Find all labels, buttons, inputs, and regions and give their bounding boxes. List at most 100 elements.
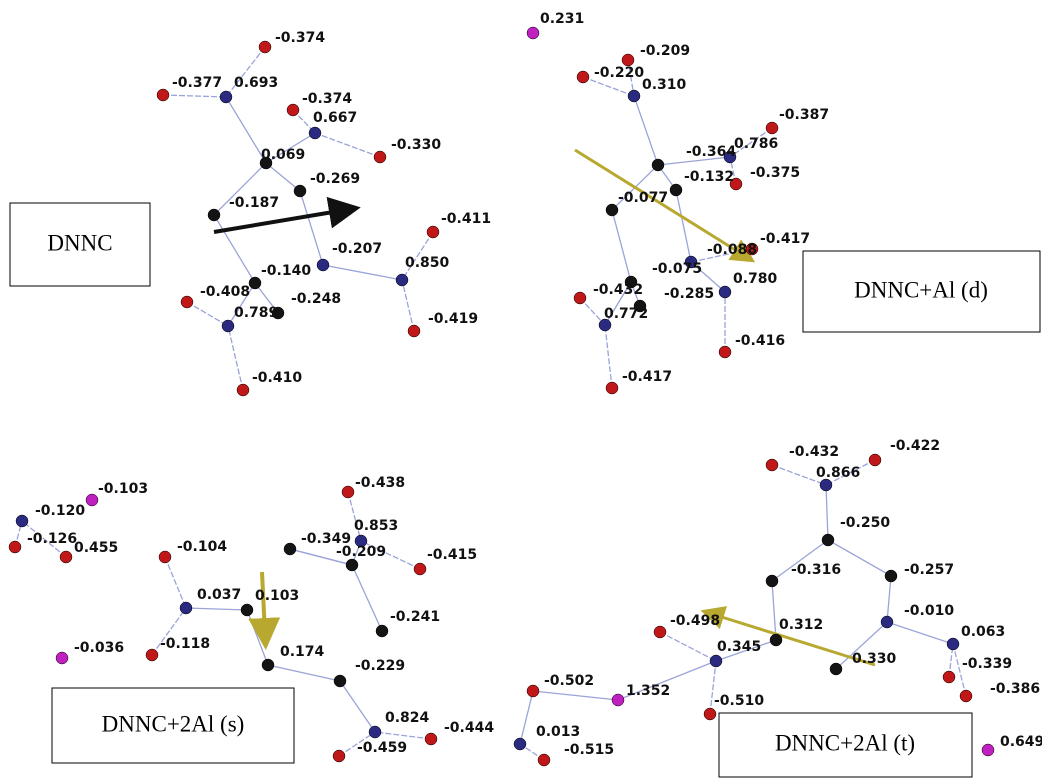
atom: [284, 543, 296, 555]
charge-label: -0.120: [35, 503, 85, 519]
charge-label: -0.374: [302, 91, 352, 107]
atom: [396, 274, 408, 286]
charge-label: 0.330: [852, 651, 897, 667]
bond: [186, 608, 247, 610]
bond: [520, 691, 533, 744]
charge-label: -0.132: [684, 169, 734, 185]
bond: [268, 665, 340, 681]
charge-label: 0.780: [733, 271, 778, 287]
bond: [165, 557, 186, 608]
bond: [228, 326, 243, 390]
atom: [652, 159, 664, 171]
atom: [514, 738, 526, 750]
atom: [719, 346, 731, 358]
charge-label: -0.374: [275, 30, 325, 46]
charge-label: -0.104: [177, 539, 227, 555]
charge-label: -0.126: [27, 531, 77, 547]
atom: [262, 659, 274, 671]
charge-label: -0.220: [594, 65, 644, 81]
bond: [187, 302, 228, 326]
atom: [369, 726, 381, 738]
atom: [208, 209, 220, 221]
atom: [334, 675, 346, 687]
atom: [346, 559, 358, 571]
charge-label: -0.036: [74, 640, 124, 656]
atom: [527, 27, 539, 39]
atom: [157, 89, 169, 101]
bond: [612, 210, 631, 282]
charge-label: -0.411: [441, 211, 491, 227]
charge-label: -0.269: [310, 171, 360, 187]
bond: [323, 265, 402, 280]
atom: [670, 184, 682, 196]
charge-label: 0.649: [1000, 734, 1042, 750]
charge-label: -0.417: [760, 231, 810, 247]
atom: [408, 325, 420, 337]
atom: [766, 575, 778, 587]
charge-label: 0.866: [816, 465, 860, 481]
bond: [163, 95, 226, 97]
atom: [237, 384, 249, 396]
atom: [766, 459, 778, 471]
charge-label: -0.432: [789, 444, 839, 460]
atom: [376, 625, 388, 637]
bond: [605, 325, 612, 388]
charge-label: -0.377: [172, 75, 222, 91]
atom: [146, 649, 158, 661]
charge-label: -0.502: [544, 673, 594, 689]
charge-label: -0.250: [840, 515, 890, 531]
atom: [654, 626, 666, 638]
atom: [704, 708, 716, 720]
atom: [342, 486, 354, 498]
charge-label: -0.339: [962, 656, 1012, 672]
atom: [538, 754, 550, 766]
atom: [222, 320, 234, 332]
charge-label: 0.069: [261, 147, 305, 163]
charge-label: 0.667: [313, 110, 357, 126]
charge-label: -0.187: [229, 195, 279, 211]
atom: [294, 185, 306, 197]
atom: [425, 733, 437, 745]
charge-label: -0.415: [427, 547, 477, 563]
atom: [770, 634, 782, 646]
charge-label: -0.444: [444, 720, 494, 736]
atom: [287, 104, 299, 116]
atom: [427, 226, 439, 238]
charge-label: -0.248: [291, 291, 341, 307]
atom: [414, 563, 426, 575]
atom: [822, 534, 834, 546]
charge-label: 0.789: [234, 305, 278, 321]
charge-label: -0.419: [428, 311, 478, 327]
atom: [628, 90, 640, 102]
charge-label: -0.422: [890, 438, 940, 454]
atom: [317, 259, 329, 271]
bond: [266, 163, 300, 191]
charge-label: -0.241: [390, 609, 440, 625]
bond: [352, 565, 382, 631]
panel-label: DNNC: [47, 230, 112, 255]
atom: [960, 690, 972, 702]
figure: -0.374-0.3770.693-0.3740.667-0.3300.069-…: [0, 0, 1042, 779]
charge-label: 0.174: [280, 644, 325, 660]
charge-label: -0.229: [355, 658, 405, 674]
panel-label: DNNC+2Al (s): [102, 711, 245, 736]
atom: [249, 277, 261, 289]
panel-label: DNNC+2Al (t): [775, 730, 915, 755]
charge-label: 0.345: [717, 639, 761, 655]
atom: [710, 655, 722, 667]
charge-label: 0.103: [255, 588, 299, 604]
charge-label: -0.459: [357, 740, 407, 756]
atom: [16, 515, 28, 527]
bond: [340, 681, 375, 732]
charge-label: -0.432: [593, 282, 643, 298]
atom: [606, 382, 618, 394]
atom: [574, 292, 586, 304]
charge-label: -0.209: [640, 43, 690, 59]
atom: [982, 744, 994, 756]
atom: [333, 750, 345, 762]
charge-label: 0.824: [385, 710, 430, 726]
charge-label: -0.207: [332, 241, 382, 257]
atom: [869, 454, 881, 466]
atom: [309, 127, 321, 139]
charge-label: 0.850: [405, 255, 450, 271]
